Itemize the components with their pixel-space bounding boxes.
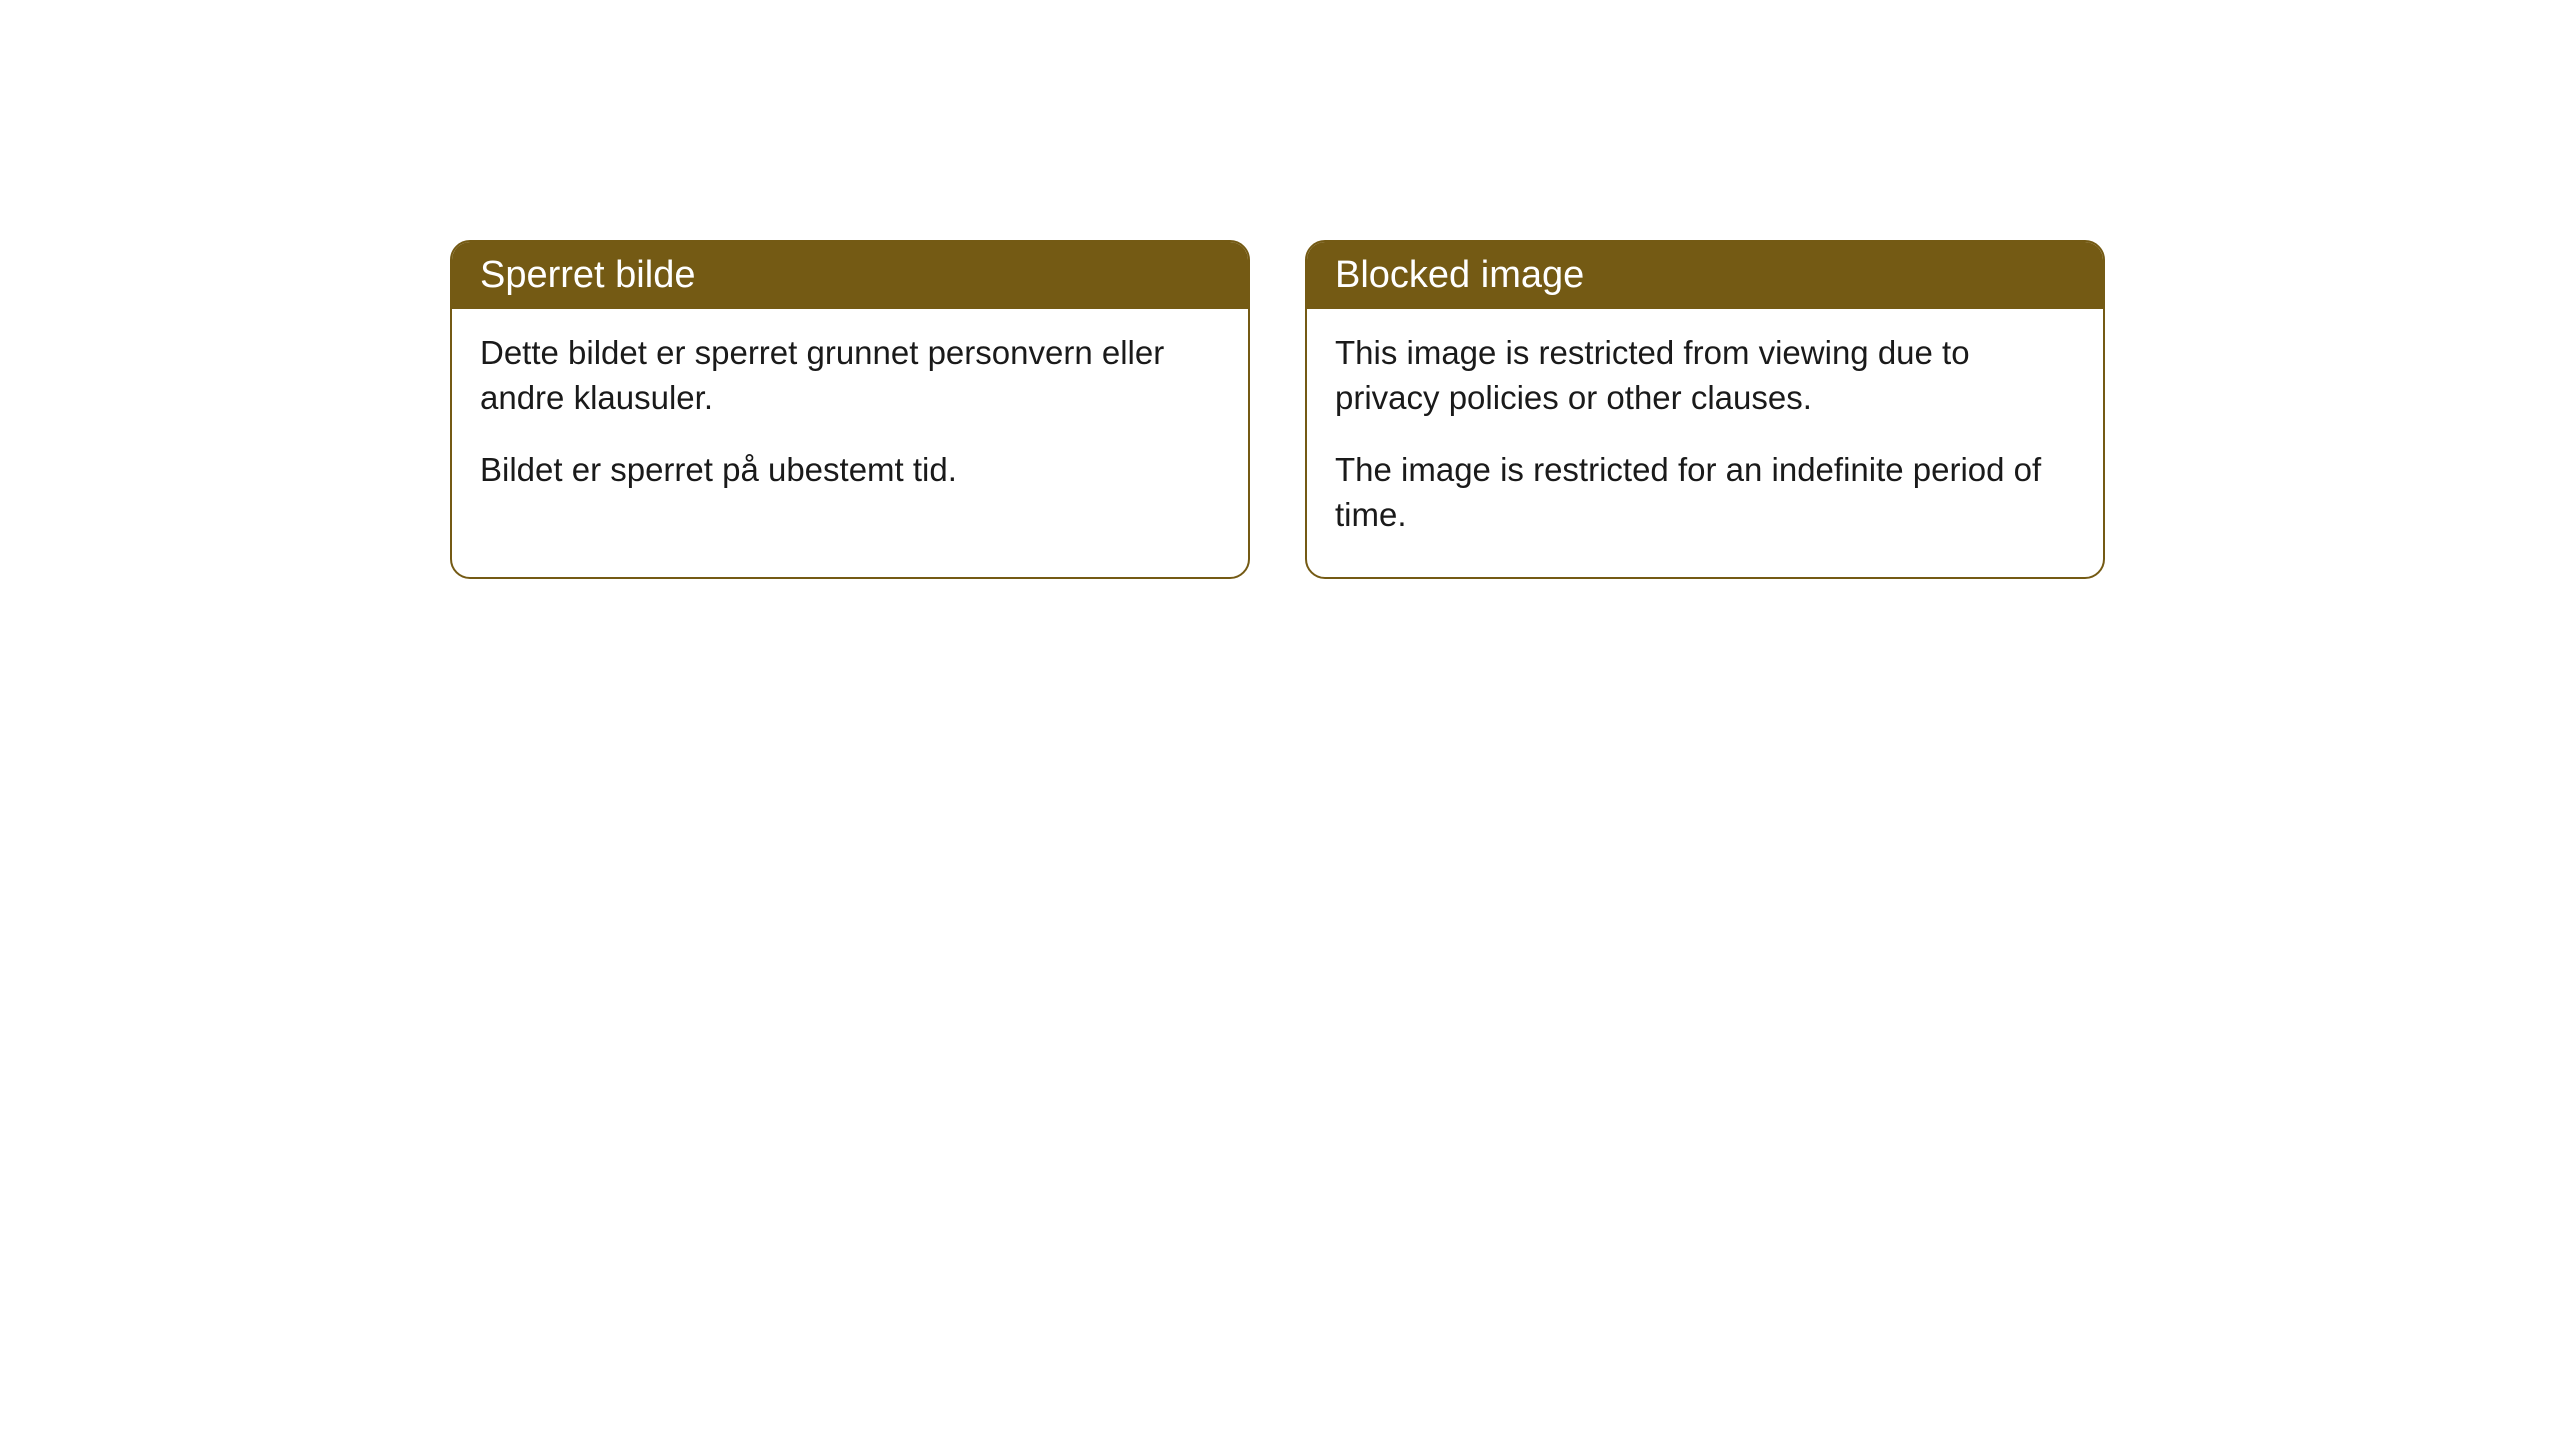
card-title: Sperret bilde [480,254,695,296]
card-paragraph: Dette bildet er sperret grunnet personve… [480,331,1220,420]
card-header-english: Blocked image [1307,242,2103,309]
notice-card-english: Blocked image This image is restricted f… [1305,240,2105,579]
card-body-norwegian: Dette bildet er sperret grunnet personve… [452,309,1248,533]
card-paragraph: Bildet er sperret på ubestemt tid. [480,448,1220,493]
card-header-norwegian: Sperret bilde [452,242,1248,309]
notice-card-norwegian: Sperret bilde Dette bildet er sperret gr… [450,240,1250,579]
card-title: Blocked image [1335,254,1584,296]
card-paragraph: The image is restricted for an indefinit… [1335,448,2075,537]
card-body-english: This image is restricted from viewing du… [1307,309,2103,577]
notice-cards-container: Sperret bilde Dette bildet er sperret gr… [450,240,2105,579]
card-paragraph: This image is restricted from viewing du… [1335,331,2075,420]
